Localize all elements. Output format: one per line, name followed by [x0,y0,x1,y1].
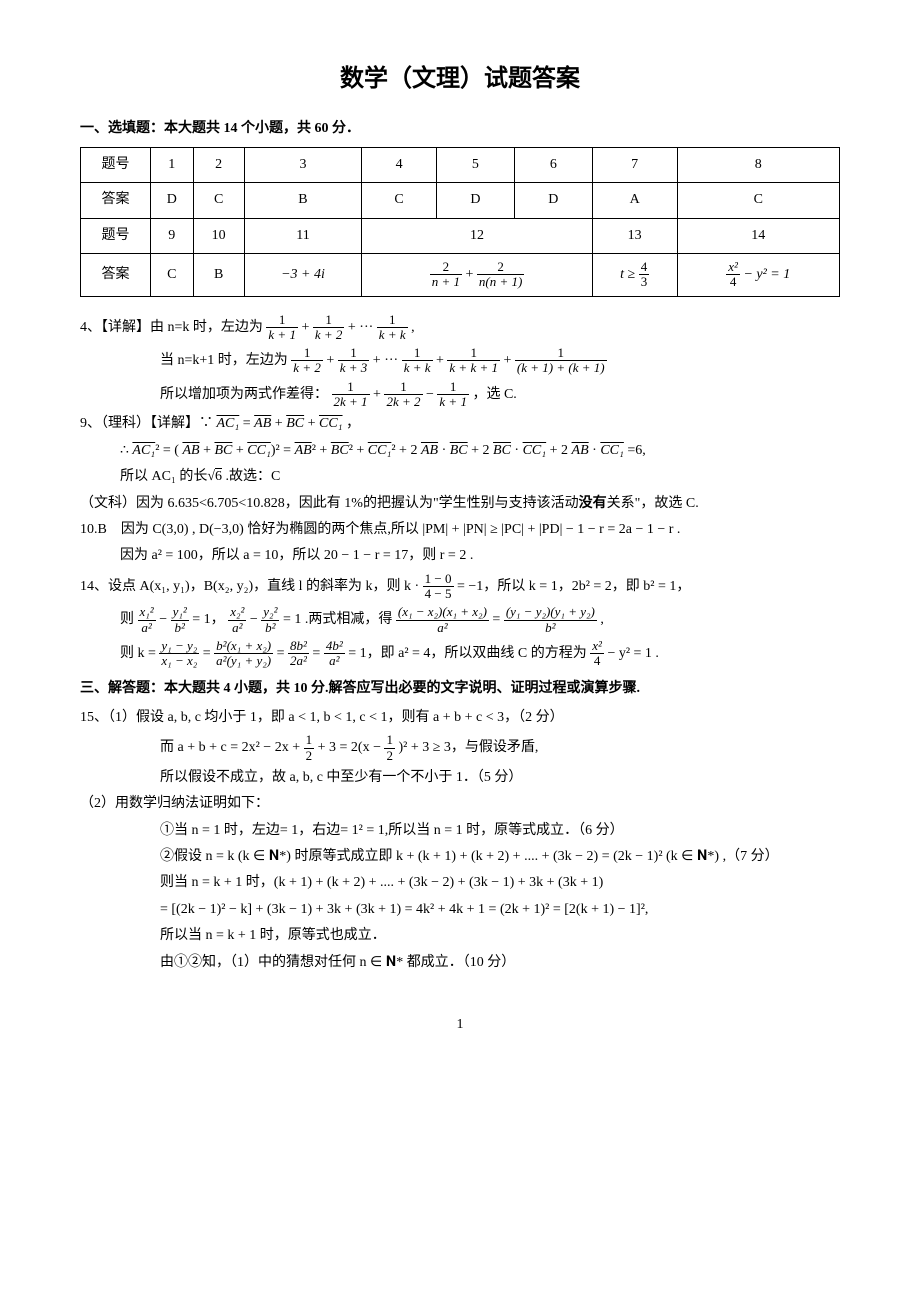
q14-line2: 则 x₁²a² − y₁²b² = 1， x₂²a² − y₂²b² = 1 .… [80,605,840,635]
qnum-cell: 1 [151,147,194,182]
ans-cell: C [151,253,194,296]
qnum-cell: 4 [362,147,437,182]
q9-line3: 所以 AC₁ 的长6 .故选：C [80,466,840,488]
ans-cell: C [677,183,839,218]
q15-step2: ②假设 n = k (k ∈ 𝐍*) 时原等式成立即 k + (k + 1) +… [80,846,840,868]
row-label: 题号 [81,147,151,182]
q15-step4: = [(2k − 1)² − k] + (3k − 1) + 3k + (3k … [80,899,840,921]
q9-line2: ∴ AC₁² = ( AB + BC + CC₁)² = AB² + BC² +… [80,440,840,462]
q15-line1: 15、（1）假设 a, b, c 均小于 1，即 a < 1, b < 1, c… [80,707,840,729]
table-row: 答案 D C B C D D A C [81,183,840,218]
ans-cell: t ≥ 43 [592,253,677,296]
q15-step5: 所以当 n = k + 1 时，原等式也成立． [80,925,840,947]
qnum-cell: 8 [677,147,839,182]
q14-line3: 则 k = y₁ − y₂x₁ − x₂ = b²(x₁ + x₂)a²(y₁ … [80,639,840,669]
page-number: 1 [80,1014,840,1036]
row-label: 答案 [81,253,151,296]
ans-cell: B [193,253,244,296]
qnum-cell: 2 [193,147,244,182]
ans-cell: B [244,183,361,218]
page-title: 数学（文理）试题答案 [80,60,840,98]
q9-wenke: （文科）因为 6.635<6.705<10.828，因此有 1%的把握认为"学生… [80,493,840,515]
row-label: 答案 [81,183,151,218]
q4-line3: 所以增加项为两式作差得： 12k + 1 + 12k + 2 − 1k + 1 … [80,380,840,410]
q15-part2: （2）用数学归纳法证明如下： [80,793,840,815]
row-label: 题号 [81,218,151,253]
q15-step1: ①当 n = 1 时，左边= 1，右边= 1² = 1,所以当 n = 1 时，… [80,820,840,842]
ans-cell: D [151,183,194,218]
q15-step6: 由①②知，（1）中的猜想对任何 n ∈ 𝐍* 都成立．（10 分） [80,952,840,974]
qnum-cell: 6 [514,147,592,182]
qnum-cell: 12 [362,218,593,253]
qnum-cell: 7 [592,147,677,182]
ans-cell: C [193,183,244,218]
qnum-cell: 3 [244,147,361,182]
ans-cell: x²4 − y² = 1 [677,253,839,296]
q9-line1: 9、（理科）【详解】∵ AC₁ = AB + BC + CC₁ ， [80,413,840,435]
qnum-cell: 11 [244,218,361,253]
qnum-cell: 13 [592,218,677,253]
qnum-cell: 5 [436,147,514,182]
ans-cell: A [592,183,677,218]
answer-table: 题号 1 2 3 4 5 6 7 8 答案 D C B C D D A C 题号… [80,147,840,297]
ans-cell: −3 + 4i [244,253,361,296]
ans-cell: D [436,183,514,218]
ans-cell: D [514,183,592,218]
q4-line2: 当 n=k+1 时，左边为 1k + 2 + 1k + 3 + ··· 1k +… [80,346,840,376]
q15-line2: 而 a + b + c = 2x² − 2x + 12 + 3 = 2(x − … [80,733,840,763]
qnum-cell: 10 [193,218,244,253]
ans-cell: C [362,183,437,218]
ans-cell: 2n + 1 + 2n(n + 1) [362,253,593,296]
q15-line3: 所以假设不成立，故 a, b, c 中至少有一个不小于 1．（5 分） [80,767,840,789]
section1-header: 一、选填题：本大题共 14 个小题，共 60 分． [80,118,840,140]
q10-line2: 因为 a² = 100，所以 a = 10，所以 20 − 1 − r = 17… [80,545,840,567]
qnum-cell: 14 [677,218,839,253]
q14-line1: 14、设点 A(x₁, y₁)，B(x₂, y₂)，直线 l 的斜率为 k，则 … [80,572,840,602]
table-row: 答案 C B −3 + 4i 2n + 1 + 2n(n + 1) t ≥ 43… [81,253,840,296]
qnum-cell: 9 [151,218,194,253]
section3-header: 三、解答题：本大题共 4 小题，共 10 分.解答应写出必要的文字说明、证明过程… [80,678,840,700]
q10-line1: 10.B 因为 C(3,0) , D(−3,0) 恰好为椭圆的两个焦点,所以 |… [80,519,840,541]
table-row: 题号 9 10 11 12 13 14 [81,218,840,253]
table-row: 题号 1 2 3 4 5 6 7 8 [81,147,840,182]
q15-step3: 则当 n = k + 1 时，(k + 1) + (k + 2) + .... … [80,872,840,894]
q4-line1: 4、【详解】由 n=k 时，左边为 1k + 1 + 1k + 2 + ··· … [80,313,840,343]
